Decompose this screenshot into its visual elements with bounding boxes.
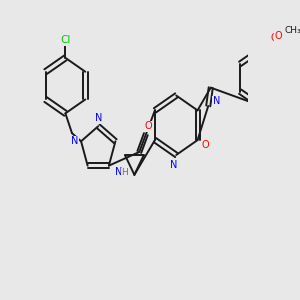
Text: —: —	[286, 28, 296, 38]
Text: H: H	[122, 168, 128, 177]
Text: N: N	[170, 160, 178, 170]
Text: CH₃: CH₃	[284, 26, 300, 35]
Text: N: N	[71, 136, 78, 146]
Text: N: N	[213, 96, 220, 106]
Text: O: O	[274, 31, 282, 41]
Text: N: N	[94, 113, 102, 123]
Text: N: N	[115, 167, 122, 177]
Text: Cl: Cl	[60, 35, 70, 45]
Text: O: O	[202, 140, 210, 150]
Text: O: O	[145, 121, 152, 131]
Text: O: O	[271, 33, 279, 43]
